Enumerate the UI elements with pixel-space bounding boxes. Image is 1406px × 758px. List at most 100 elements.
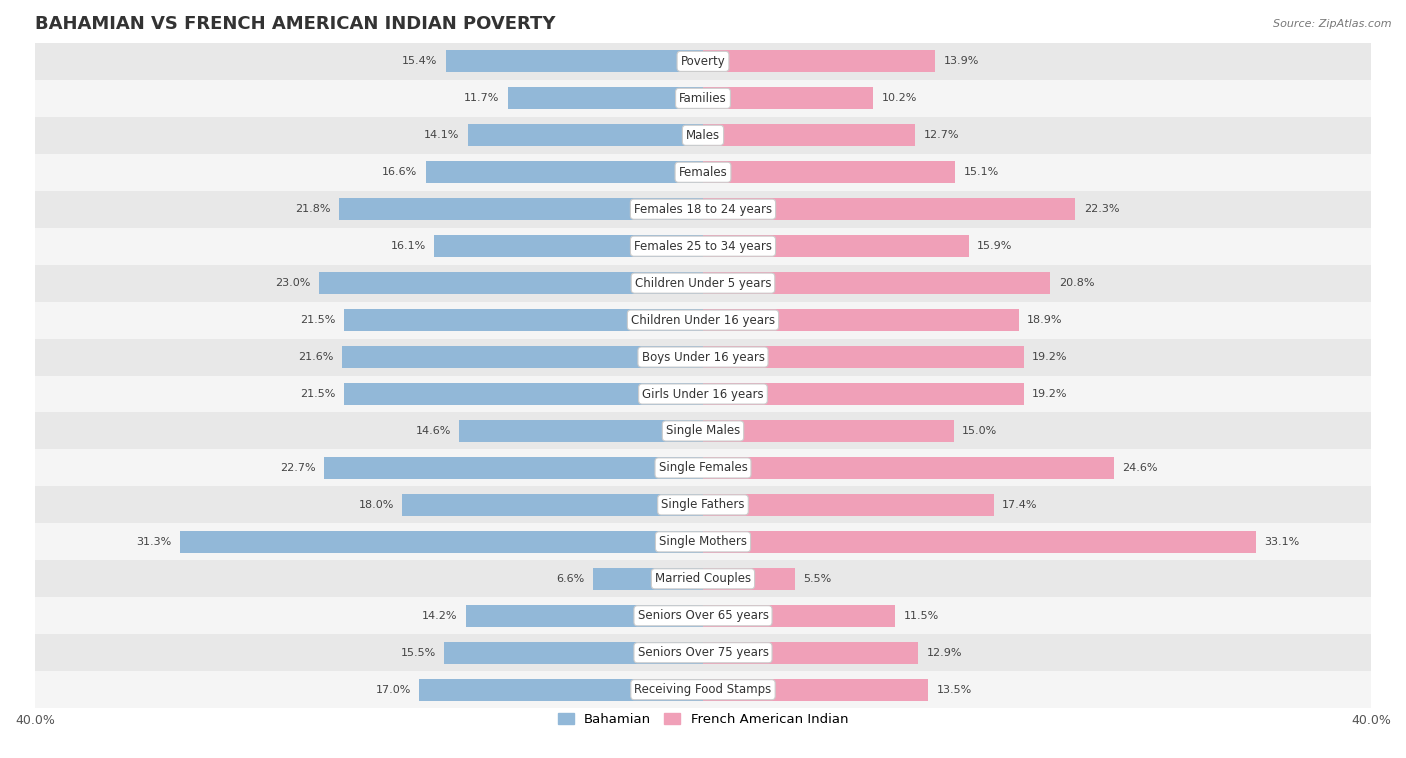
Bar <box>323 457 703 479</box>
Text: 11.5%: 11.5% <box>904 611 939 621</box>
Bar <box>703 457 1114 479</box>
Bar <box>703 641 918 664</box>
Bar <box>35 265 1371 302</box>
Bar <box>703 309 1019 331</box>
Text: 17.0%: 17.0% <box>375 684 411 694</box>
Bar <box>703 346 1024 368</box>
Text: Females 18 to 24 years: Females 18 to 24 years <box>634 202 772 216</box>
Bar <box>703 531 1256 553</box>
Text: 21.5%: 21.5% <box>301 315 336 325</box>
Bar <box>35 523 1371 560</box>
Bar <box>444 641 703 664</box>
Text: 22.3%: 22.3% <box>1084 204 1119 215</box>
Text: Source: ZipAtlas.com: Source: ZipAtlas.com <box>1274 19 1392 29</box>
Text: 20.8%: 20.8% <box>1059 278 1094 288</box>
Text: Females 25 to 34 years: Females 25 to 34 years <box>634 240 772 252</box>
Bar <box>419 678 703 701</box>
Text: 15.1%: 15.1% <box>963 168 998 177</box>
Text: Poverty: Poverty <box>681 55 725 68</box>
Bar <box>703 50 935 73</box>
Bar <box>703 161 955 183</box>
Text: Families: Families <box>679 92 727 105</box>
Bar <box>344 309 703 331</box>
Text: 6.6%: 6.6% <box>557 574 585 584</box>
Bar <box>35 412 1371 449</box>
Bar <box>35 43 1371 80</box>
Text: 21.5%: 21.5% <box>301 389 336 399</box>
Text: Single Females: Single Females <box>658 462 748 475</box>
Text: Females: Females <box>679 166 727 179</box>
Text: 15.4%: 15.4% <box>402 56 437 67</box>
Text: 14.1%: 14.1% <box>423 130 460 140</box>
Text: 13.5%: 13.5% <box>936 684 972 694</box>
Bar <box>180 531 703 553</box>
Bar <box>339 198 703 221</box>
Text: Single Males: Single Males <box>666 424 740 437</box>
Text: 11.7%: 11.7% <box>464 93 499 103</box>
Bar <box>35 191 1371 227</box>
Text: 21.8%: 21.8% <box>295 204 330 215</box>
Bar <box>426 161 703 183</box>
Text: 24.6%: 24.6% <box>1122 463 1157 473</box>
Bar <box>703 87 873 109</box>
Bar <box>703 124 915 146</box>
Text: 14.2%: 14.2% <box>422 611 457 621</box>
Bar <box>35 302 1371 339</box>
Bar <box>35 560 1371 597</box>
Bar <box>35 227 1371 265</box>
Text: 17.4%: 17.4% <box>1002 500 1038 510</box>
Bar <box>460 420 703 442</box>
Bar <box>35 634 1371 672</box>
Text: 31.3%: 31.3% <box>136 537 172 547</box>
Bar <box>35 117 1371 154</box>
Bar <box>508 87 703 109</box>
Bar <box>593 568 703 590</box>
Text: 18.9%: 18.9% <box>1026 315 1063 325</box>
Bar <box>703 383 1024 405</box>
Bar <box>446 50 703 73</box>
Bar <box>465 605 703 627</box>
Text: 19.2%: 19.2% <box>1032 389 1067 399</box>
Text: Receiving Food Stamps: Receiving Food Stamps <box>634 683 772 696</box>
Bar <box>703 605 896 627</box>
Bar <box>703 198 1076 221</box>
Text: 19.2%: 19.2% <box>1032 352 1067 362</box>
Bar <box>319 272 703 294</box>
Text: Married Couples: Married Couples <box>655 572 751 585</box>
Legend: Bahamian, French American Indian: Bahamian, French American Indian <box>553 708 853 731</box>
Text: 12.9%: 12.9% <box>927 648 962 658</box>
Text: Children Under 5 years: Children Under 5 years <box>634 277 772 290</box>
Text: Seniors Over 75 years: Seniors Over 75 years <box>637 647 769 659</box>
Text: 15.5%: 15.5% <box>401 648 436 658</box>
Bar <box>35 449 1371 487</box>
Text: 18.0%: 18.0% <box>359 500 394 510</box>
Text: Children Under 16 years: Children Under 16 years <box>631 314 775 327</box>
Text: 22.7%: 22.7% <box>280 463 315 473</box>
Text: Seniors Over 65 years: Seniors Over 65 years <box>637 609 769 622</box>
Bar <box>35 375 1371 412</box>
Text: 15.0%: 15.0% <box>962 426 997 436</box>
Bar <box>703 493 994 516</box>
Text: Girls Under 16 years: Girls Under 16 years <box>643 387 763 400</box>
Bar <box>35 597 1371 634</box>
Bar <box>342 346 703 368</box>
Text: 21.6%: 21.6% <box>298 352 333 362</box>
Bar <box>703 272 1050 294</box>
Bar <box>344 383 703 405</box>
Bar <box>703 420 953 442</box>
Text: 23.0%: 23.0% <box>276 278 311 288</box>
Bar <box>35 80 1371 117</box>
Bar <box>35 487 1371 523</box>
Text: BAHAMIAN VS FRENCH AMERICAN INDIAN POVERTY: BAHAMIAN VS FRENCH AMERICAN INDIAN POVER… <box>35 15 555 33</box>
Text: Boys Under 16 years: Boys Under 16 years <box>641 350 765 364</box>
Text: 33.1%: 33.1% <box>1264 537 1299 547</box>
Text: 12.7%: 12.7% <box>924 130 959 140</box>
Bar <box>703 235 969 257</box>
Bar <box>35 672 1371 708</box>
Text: 5.5%: 5.5% <box>803 574 831 584</box>
Text: Single Fathers: Single Fathers <box>661 499 745 512</box>
Bar <box>703 678 928 701</box>
Text: 16.1%: 16.1% <box>391 241 426 251</box>
Text: 14.6%: 14.6% <box>415 426 451 436</box>
Bar <box>402 493 703 516</box>
